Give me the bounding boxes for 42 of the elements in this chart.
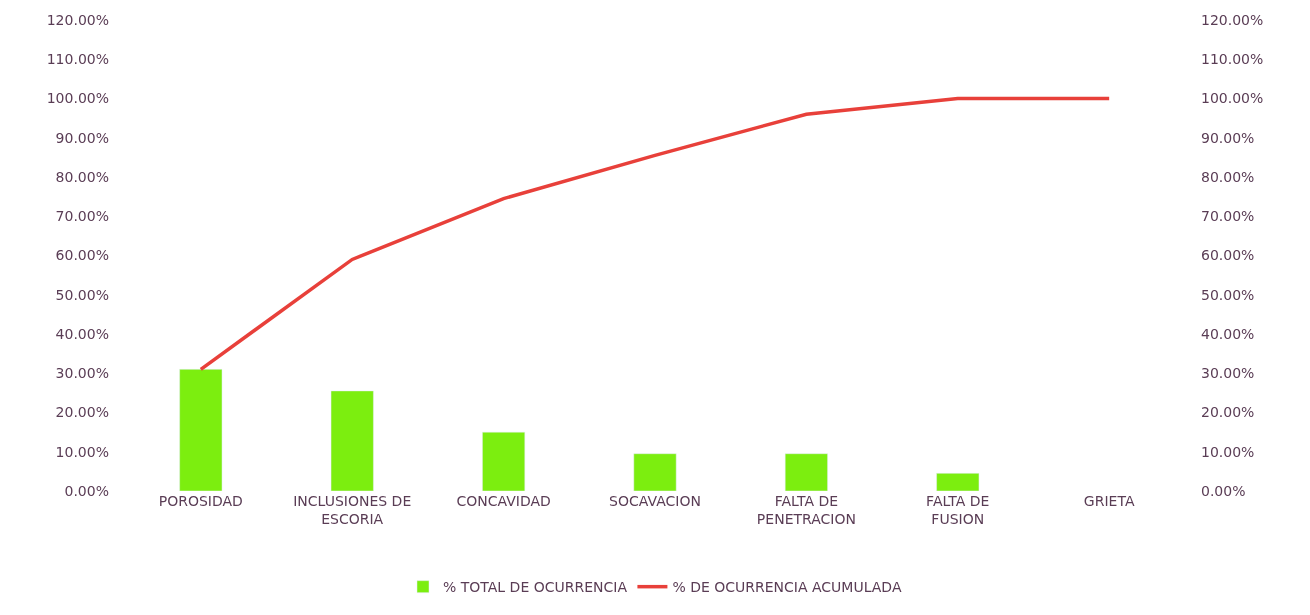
bar — [633, 453, 677, 491]
y-tick-label: 40.00% — [55, 325, 109, 342]
bar — [784, 453, 828, 491]
y2-tick-label: 70.00% — [1201, 208, 1255, 225]
y2-tick-label: 30.00% — [1201, 365, 1255, 382]
y-tick-label: 30.00% — [55, 365, 109, 382]
x-tick-label: CONCAVIDAD — [456, 493, 551, 509]
y2-tick-label: 50.00% — [1201, 286, 1255, 303]
y-tick-label: 80.00% — [55, 168, 109, 185]
x-tick-label: FALTA DE PENETRACION — [756, 493, 856, 528]
bar — [482, 431, 526, 491]
bar — [936, 473, 980, 491]
y2-tick-label: 120.00% — [1201, 11, 1264, 28]
y2-tick-label: 0.00% — [1201, 482, 1246, 499]
y-tick-label: 60.00% — [55, 247, 109, 264]
y-tick-label: 100.00% — [46, 90, 109, 107]
y2-tick-label: 90.00% — [1201, 129, 1255, 146]
legend-label: % TOTAL DE OCURRENCIA — [443, 579, 628, 596]
y2-tick-label: 100.00% — [1201, 90, 1264, 107]
y2-tick-label: 20.00% — [1201, 404, 1255, 421]
y-tick-label: 120.00% — [46, 11, 109, 28]
y-tick-label: 20.00% — [55, 404, 109, 421]
y2-tick-label: 40.00% — [1201, 325, 1255, 342]
y-tick-label: 0.00% — [64, 482, 109, 499]
y-tick-label: 10.00% — [55, 443, 109, 460]
y2-tick-label: 60.00% — [1201, 247, 1255, 264]
y-tick-label: 50.00% — [55, 286, 109, 303]
line-series — [199, 96, 1111, 372]
x-tick-label: POROSIDAD — [158, 493, 243, 509]
bar — [179, 369, 223, 491]
x-tick-label: INCLUSIONES DE ESCORIA — [293, 493, 412, 528]
x-tick-label: GRIETA — [1083, 493, 1135, 509]
y-tick-label: 70.00% — [55, 208, 109, 225]
x-tick-label: SOCAVACION — [609, 493, 701, 509]
bar — [330, 390, 374, 491]
y2-tick-label: 80.00% — [1201, 168, 1255, 185]
y-tick-label: 90.00% — [55, 129, 109, 146]
y2-tick-label: 110.00% — [1201, 51, 1264, 68]
y2-tick-label: 10.00% — [1201, 443, 1255, 460]
x-tick-label: FALTA DE FUSION — [926, 493, 990, 528]
legend-label: % DE OCURRENCIA ACUMULADA — [672, 579, 902, 596]
y-tick-label: 110.00% — [46, 51, 109, 68]
